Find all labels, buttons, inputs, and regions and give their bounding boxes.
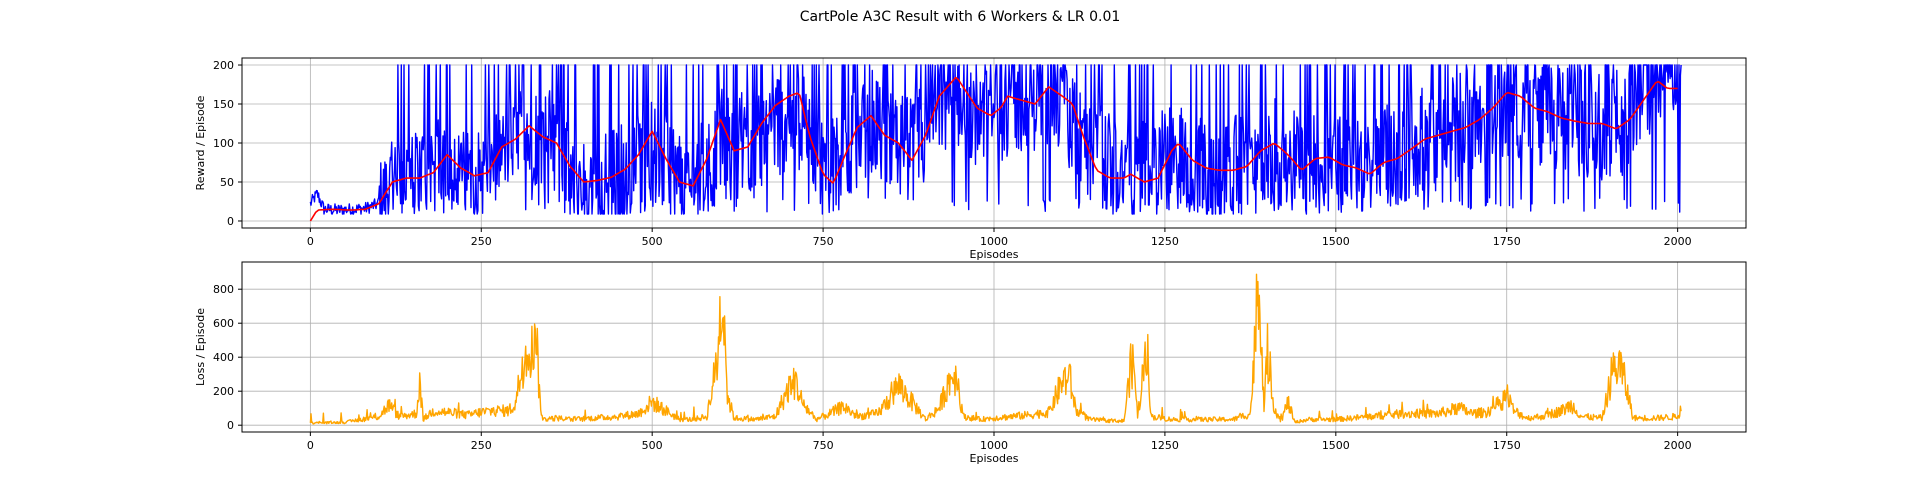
x-tick-label: 1500 (1322, 235, 1350, 248)
y-axis-label: Reward / Episode (194, 95, 207, 190)
x-tick-label: 1750 (1493, 235, 1521, 248)
x-tick-label: 500 (642, 235, 663, 248)
x-tick-label: 500 (642, 439, 663, 452)
x-tick-label: 1250 (1151, 439, 1179, 452)
y-tick-label: 200 (213, 385, 234, 398)
x-tick-label: 1000 (980, 235, 1008, 248)
subplot-2: 0 250 500 750 1000 1250 1500 1750 2000 0 200 400 600… (194, 261, 1747, 465)
x-tick-label: 0 (307, 439, 314, 452)
x-tick-label: 2000 (1664, 439, 1692, 452)
x-tick-label: 250 (471, 235, 492, 248)
y-tick-label: 50 (220, 176, 234, 189)
x-axis-label: Episodes (970, 452, 1019, 465)
x-tick-label: 1250 (1151, 235, 1179, 248)
subplot-1: 0 250 500 750 1000 1250 1500 1750 2000 0 50 100 150 2… (194, 57, 1747, 261)
x-tick-label: 2000 (1664, 235, 1692, 248)
y-tick-label: 800 (213, 283, 234, 296)
y-tick-label: 200 (213, 59, 234, 72)
series-line-1 (309, 273, 1682, 425)
x-tick-label: 250 (471, 439, 492, 452)
y-tick-label: 400 (213, 351, 234, 364)
x-tick-label: 750 (813, 439, 834, 452)
series-line-2 (309, 76, 1678, 222)
y-tick-label: 0 (227, 215, 234, 228)
x-tick-label: 750 (813, 235, 834, 248)
figure-title: CartPole A3C Result with 6 Workers & LR … (799, 9, 1121, 25)
x-axis-label: Episodes (970, 248, 1019, 261)
x-tick-label: 1500 (1322, 439, 1350, 452)
y-axis-label: Loss / Episode (194, 308, 207, 386)
series-line-1 (309, 64, 1682, 215)
y-tick-label: 600 (213, 317, 234, 330)
x-tick-label: 1750 (1493, 439, 1521, 452)
y-tick-label: 100 (213, 137, 234, 150)
x-tick-label: 1000 (980, 439, 1008, 452)
y-tick-label: 150 (213, 98, 234, 111)
gridlines (242, 262, 1746, 432)
y-tick-label: 0 (227, 419, 234, 432)
x-tick-label: 0 (307, 235, 314, 248)
